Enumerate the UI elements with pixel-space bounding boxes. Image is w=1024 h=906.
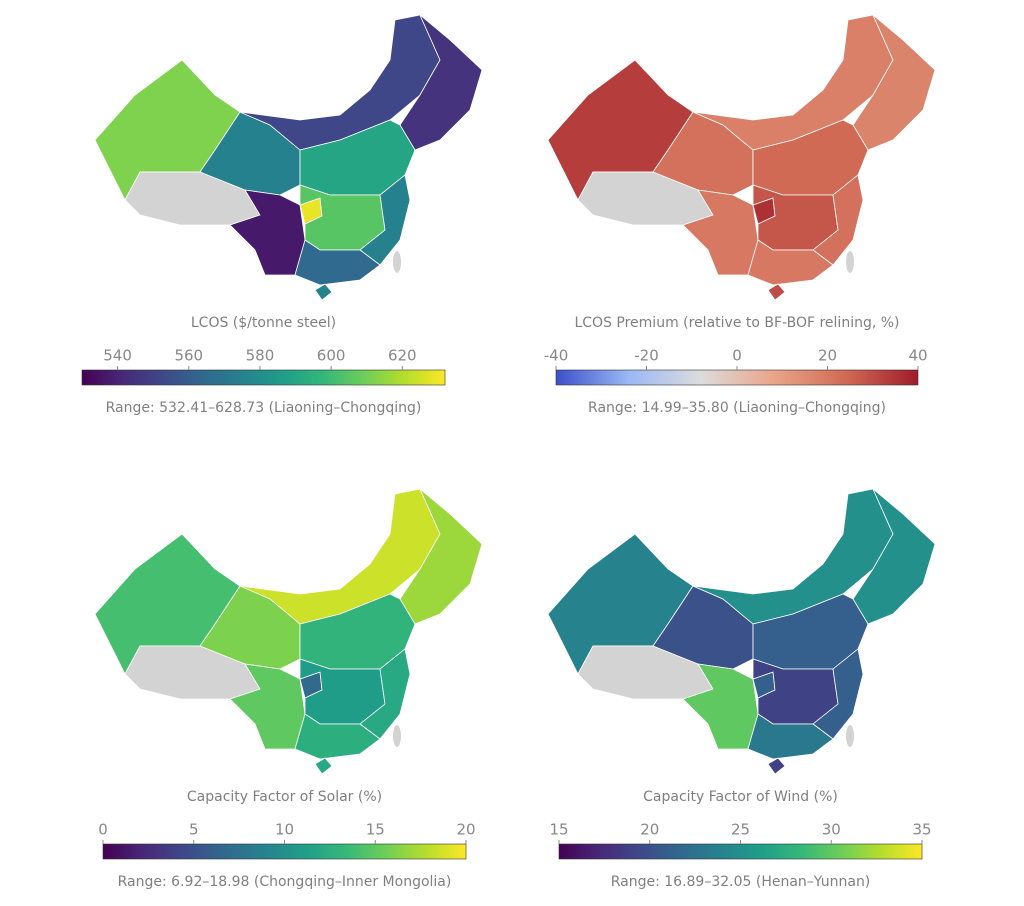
range-label: Range: 14.99–35.80 (Liaoning–Chongqing) bbox=[588, 400, 886, 416]
colorbar-tick-label: -20 bbox=[634, 347, 659, 365]
colorbar bbox=[102, 843, 467, 860]
colorbar-tick-label: 25 bbox=[731, 821, 750, 839]
colorbar-tick-label: 10 bbox=[275, 821, 294, 839]
region bbox=[294, 713, 381, 760]
range-label: Range: 16.89–32.05 (Henan–Yunnan) bbox=[611, 874, 871, 890]
range-label: Range: 6.92–18.98 (Chongqing–Inner Mongo… bbox=[118, 874, 452, 890]
island bbox=[846, 725, 854, 747]
colorbar-tick-label: 20 bbox=[456, 821, 475, 839]
region bbox=[229, 189, 306, 276]
colorbar-tick-label: 15 bbox=[366, 821, 385, 839]
region bbox=[314, 757, 333, 775]
map-title: LCOS Premium (relative to BF-BOF relinin… bbox=[574, 315, 899, 331]
colorbar-tick-label: 580 bbox=[246, 347, 275, 365]
region bbox=[812, 648, 864, 740]
colorbar-tick-label: 540 bbox=[103, 347, 132, 365]
region bbox=[229, 663, 306, 750]
region bbox=[767, 757, 786, 775]
region bbox=[812, 174, 864, 266]
map-title: Capacity Factor of Solar (%) bbox=[187, 789, 382, 805]
region bbox=[682, 663, 759, 750]
colorbar-tick-label: 560 bbox=[174, 347, 203, 365]
map bbox=[547, 14, 936, 301]
region bbox=[747, 239, 834, 286]
region bbox=[294, 239, 381, 286]
island bbox=[846, 251, 854, 273]
colorbar bbox=[558, 843, 923, 860]
colorbar-tick-label: 20 bbox=[818, 347, 837, 365]
region bbox=[359, 174, 411, 266]
colorbar-tick-label: 20 bbox=[640, 821, 659, 839]
colorbar-tick-label: 35 bbox=[912, 821, 931, 839]
region bbox=[359, 648, 411, 740]
map-title: LCOS ($/tonne steel) bbox=[191, 315, 336, 331]
map bbox=[547, 488, 936, 775]
map bbox=[94, 14, 483, 301]
island bbox=[393, 725, 401, 747]
region bbox=[314, 283, 333, 301]
range-label: Range: 532.41–628.73 (Liaoning–Chongqing… bbox=[106, 400, 422, 416]
region bbox=[767, 283, 786, 301]
colorbar-tick-label: 600 bbox=[317, 347, 346, 365]
colorbar-tick-label: 0 bbox=[732, 347, 742, 365]
colorbar-tick-label: 40 bbox=[908, 347, 927, 365]
colorbar-tick-label: 15 bbox=[549, 821, 568, 839]
colorbar-tick-label: 0 bbox=[98, 821, 108, 839]
colorbar-tick-label: -40 bbox=[544, 347, 569, 365]
colorbar-tick-label: 30 bbox=[822, 821, 841, 839]
colorbar-tick-label: 5 bbox=[189, 821, 199, 839]
colorbar-tick-label: 620 bbox=[388, 347, 417, 365]
map-title: Capacity Factor of Wind (%) bbox=[643, 789, 838, 805]
colorbar bbox=[81, 369, 446, 386]
island bbox=[393, 251, 401, 273]
map bbox=[94, 488, 483, 775]
colorbar bbox=[555, 369, 919, 386]
region bbox=[747, 713, 834, 760]
region bbox=[682, 189, 759, 276]
